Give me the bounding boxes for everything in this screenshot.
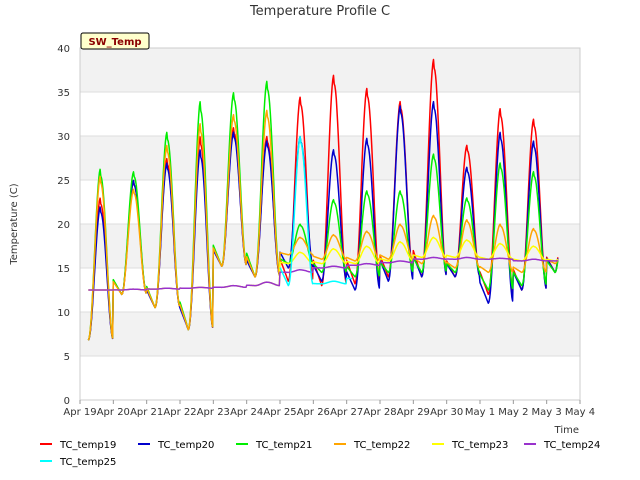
legend-label: TC_temp24 — [543, 440, 600, 451]
plot-band — [80, 48, 580, 92]
y-tick-label: 0 — [64, 396, 70, 407]
x-tick-label: Apr 22 — [163, 407, 196, 418]
badge-label: SW_Temp — [88, 37, 141, 48]
x-tick-label: Apr 27 — [330, 407, 363, 418]
x-tick-label: Apr 29 — [397, 407, 430, 418]
legend-item-tc-temp21: TC_temp21 — [236, 440, 312, 451]
legend-item-tc-temp20: TC_temp20 — [138, 440, 214, 451]
series-line-tc-temp20 — [87, 100, 559, 341]
y-tick-label: 10 — [57, 308, 70, 319]
x-tick-label: May 3 — [532, 407, 562, 418]
legend: TC_temp19 TC_temp20 TC_temp21 TC_temp22 TC_t… — [40, 440, 600, 468]
legend-label: TC_temp23 — [451, 440, 508, 451]
legend-item-tc-temp25: TC_temp25 — [40, 457, 116, 468]
x-tick-label: Apr 26 — [297, 407, 330, 418]
y-tick-label: 40 — [57, 44, 70, 55]
x-tick-label: Apr 25 — [263, 407, 296, 418]
series-lines — [87, 58, 559, 341]
x-tick-label: May 2 — [498, 407, 528, 418]
y-tick-label: 5 — [64, 352, 70, 363]
legend-label: TC_temp21 — [255, 440, 312, 451]
x-axis-ticks: Apr 19 Apr 20 Apr 21 Apr 22 Apr 23 Apr 24 Apr … — [63, 400, 595, 418]
y-tick-label: 30 — [57, 132, 70, 143]
x-tick-label: Apr 19 — [63, 407, 96, 418]
x-tick-label: Apr 23 — [197, 407, 230, 418]
y-tick-label: 35 — [57, 88, 70, 99]
plot-band — [80, 356, 580, 400]
sw-temp-badge: SW_Temp — [80, 32, 150, 50]
x-tick-label: May 4 — [565, 407, 595, 418]
y-axis-label: Temperature (C) — [9, 183, 20, 265]
x-tick-label: Apr 24 — [230, 407, 263, 418]
legend-item-tc-temp22: TC_temp22 — [334, 440, 410, 451]
legend-item-tc-temp19: TC_temp19 — [40, 440, 116, 451]
series-line-tc-temp21 — [87, 80, 559, 341]
series-line-tc-temp25 — [279, 135, 353, 287]
series-line-tc-temp24 — [88, 256, 558, 291]
legend-label: TC_temp25 — [59, 457, 116, 468]
series-line-tc-temp22 — [87, 109, 559, 341]
y-tick-label: 15 — [57, 264, 70, 275]
y-axis-ticks: 0 5 10 15 20 25 30 35 40 — [57, 44, 70, 407]
plot-frame — [79, 47, 581, 401]
plot-band — [80, 312, 580, 356]
legend-label: TC_temp22 — [353, 440, 410, 451]
x-tick-label: Apr 20 — [97, 407, 130, 418]
legend-item-tc-temp23: TC_temp23 — [432, 440, 508, 451]
x-tick-label: Apr 30 — [430, 407, 463, 418]
y-tick-label: 20 — [57, 220, 70, 231]
x-axis-label: Time — [554, 425, 579, 436]
legend-label: TC_temp19 — [59, 440, 116, 451]
x-tick-label: Apr 21 — [130, 407, 163, 418]
legend-item-tc-temp24: TC_temp24 — [524, 440, 600, 451]
x-tick-label: May 1 — [465, 407, 495, 418]
y-tick-label: 25 — [57, 176, 70, 187]
plot-band — [80, 224, 580, 268]
legend-label: TC_temp20 — [157, 440, 214, 451]
chart-title: Temperature Profile C — [249, 4, 390, 19]
plot-band — [80, 268, 580, 312]
x-tick-label: Apr 28 — [363, 407, 396, 418]
